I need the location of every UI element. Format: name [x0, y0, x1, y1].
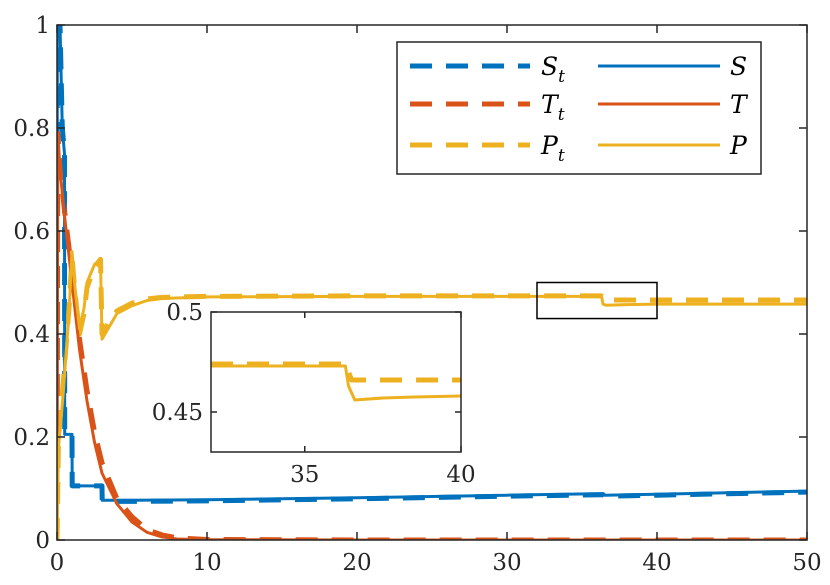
legend-label-s-t: St [541, 52, 565, 87]
main-series-group [57, 25, 807, 540]
inset-xtick-label: 40 [446, 462, 475, 488]
main-xtick-label: 10 [192, 550, 221, 576]
legend-label-s: S [730, 52, 747, 81]
inset-axes-box [210, 311, 462, 453]
main-xtick-label: 40 [642, 550, 671, 576]
inset-series-group [211, 361, 461, 402]
main-ytick-label: 0.4 [13, 322, 50, 348]
main-xtick-label: 0 [50, 550, 65, 576]
legend-label-p: P [729, 131, 748, 160]
main-xtick-label: 50 [792, 550, 821, 576]
inset-ytick-label: 0.45 [152, 400, 203, 426]
main-axes-box [56, 24, 808, 541]
main-ytick-label: 1 [35, 13, 50, 39]
main-series-p [57, 250, 807, 540]
main-xtick-label: 20 [342, 550, 371, 576]
inset-series-p [211, 364, 461, 402]
legend-label-t-t: Tt [541, 90, 565, 125]
main-series-t [57, 131, 807, 540]
main-ytick-label: 0.6 [13, 219, 50, 245]
main-ticks-group: 0 10 20 30 40 50 0 0.2 0.4 0.6 0.8 1 [13, 13, 821, 576]
inset-ticks-group: 35 40 0.45 0.5 [152, 300, 476, 488]
main-series-s [57, 25, 807, 540]
zoom-box [536, 281, 658, 320]
main-series-p-t [57, 254, 807, 540]
main-xtick-label: 30 [492, 550, 521, 576]
legend-box [396, 41, 762, 175]
main-ytick-label: 0.2 [13, 425, 50, 451]
legend-label-t: T [730, 90, 749, 119]
main-ytick-label: 0.8 [13, 116, 50, 142]
main-ytick-label: 0 [35, 528, 50, 554]
inset-xtick-label: 35 [290, 462, 319, 488]
legend-label-p-t: Pt [540, 131, 565, 166]
inset-ytick-label: 0.5 [166, 300, 203, 326]
legend: St Tt Pt S T P [396, 41, 762, 175]
